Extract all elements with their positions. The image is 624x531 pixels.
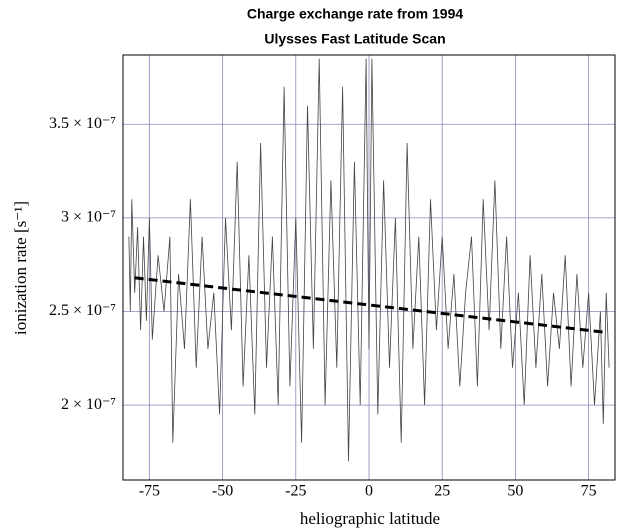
x-tick-label: -25 — [285, 483, 306, 500]
y-tick-label: 3 × 10⁻⁷ — [61, 209, 116, 226]
chart-title: Charge exchange rate from 1994 — [247, 6, 464, 22]
y-tick-label: 3.5 × 10⁻⁷ — [49, 115, 116, 132]
data-line — [128, 58, 610, 462]
y-tick-label: 2 × 10⁻⁷ — [61, 396, 116, 413]
x-tick-label: 50 — [507, 483, 523, 500]
grid — [123, 55, 615, 480]
y-axis-label: ionization rate [s⁻¹] — [11, 201, 30, 335]
chart-subtitle: Ulysses Fast Latitude Scan — [264, 31, 445, 47]
plot-area — [128, 58, 610, 462]
x-tick-label: 0 — [365, 483, 373, 500]
x-axis-label: heliographic latitude — [300, 509, 440, 528]
x-tick-label: 75 — [581, 483, 597, 500]
x-tick-label: -50 — [212, 483, 233, 500]
plot-frame — [122, 54, 616, 481]
x-tick-label: 25 — [434, 483, 450, 500]
x-tick-label: -75 — [139, 483, 160, 500]
fit-line — [134, 276, 604, 334]
y-tick-label: 2.5 × 10⁻⁷ — [49, 302, 116, 319]
